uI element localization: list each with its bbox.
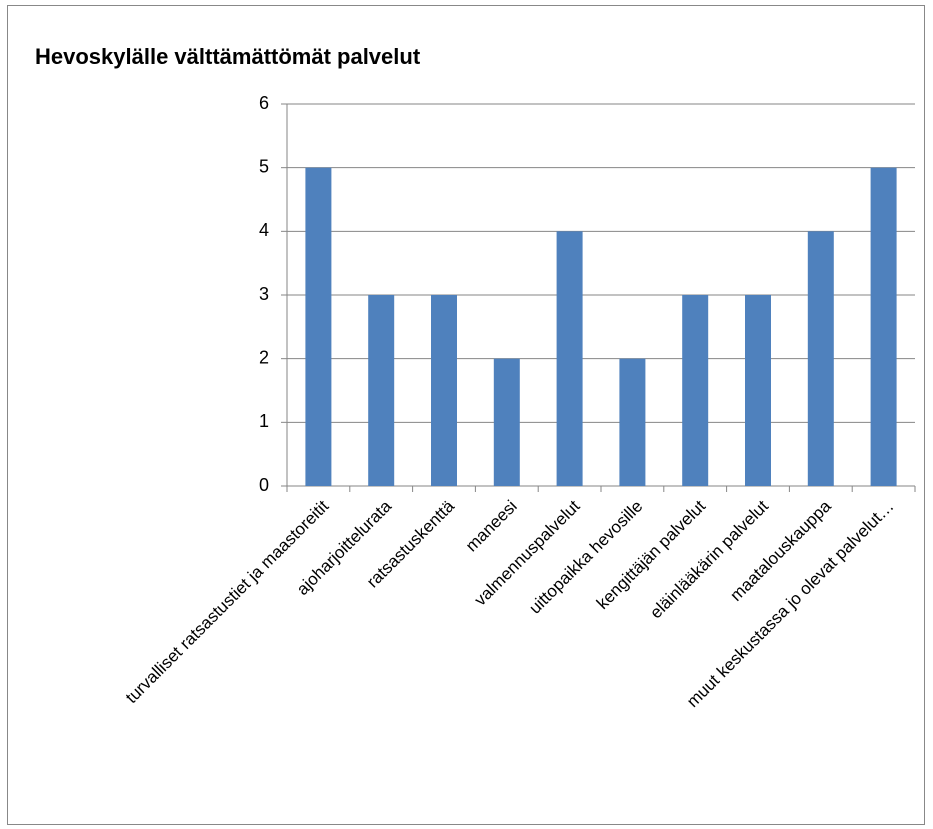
- bar: [807, 231, 834, 486]
- y-tick-label: 5: [259, 156, 269, 176]
- chart-title: Hevoskylälle välttämättömät palvelut: [35, 44, 421, 69]
- bar: [493, 358, 520, 486]
- bar: [870, 167, 897, 486]
- bar: [431, 295, 457, 486]
- y-tick-label: 1: [259, 411, 269, 431]
- bar: [305, 167, 332, 486]
- bar: [556, 231, 583, 486]
- y-tick-label: 3: [259, 284, 269, 304]
- bar: [682, 295, 709, 486]
- bar: [368, 295, 395, 486]
- bar: [745, 295, 771, 486]
- y-tick-label: 6: [259, 93, 269, 113]
- y-tick-label: 2: [259, 347, 269, 367]
- bar: [619, 358, 646, 486]
- y-tick-label: 0: [259, 475, 269, 495]
- chart-border: [7, 5, 925, 825]
- y-tick-label: 4: [259, 220, 269, 240]
